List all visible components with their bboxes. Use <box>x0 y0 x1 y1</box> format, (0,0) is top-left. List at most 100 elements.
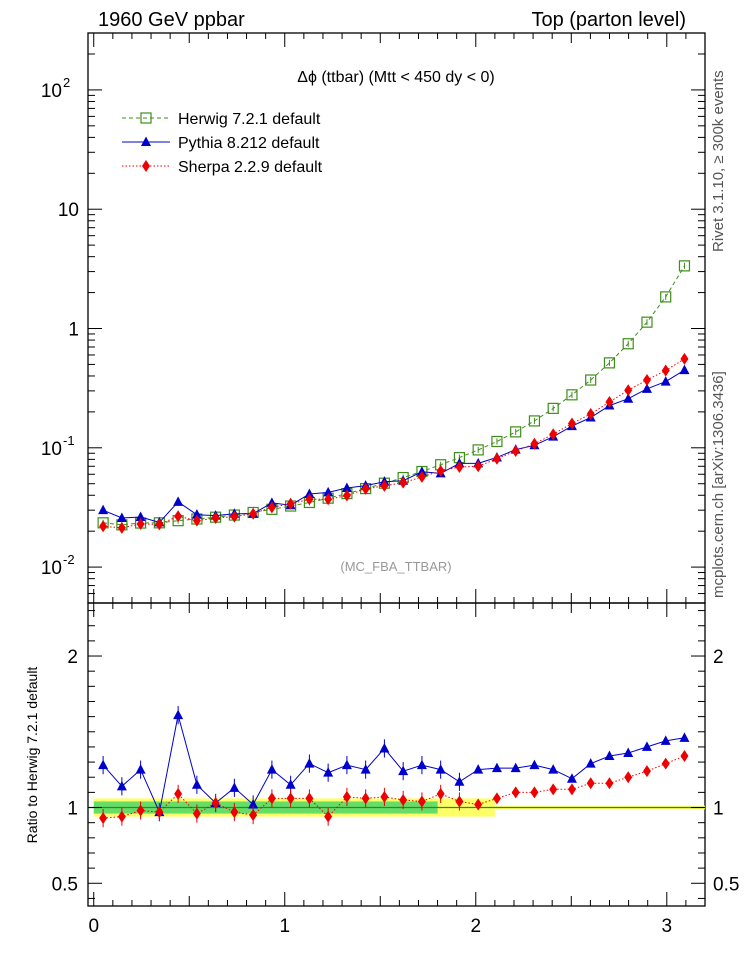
header-left: 1960 GeV ppbar <box>98 9 245 31</box>
data-point <box>249 507 258 520</box>
ratio-point <box>116 780 127 791</box>
ratio-point <box>417 795 426 808</box>
ratio-point <box>399 793 408 806</box>
data-point <box>622 338 634 350</box>
data-point <box>679 364 690 375</box>
ratio-point <box>660 735 671 745</box>
ratio-point <box>492 792 501 805</box>
data-point <box>192 514 201 527</box>
x-tick-label: 3 <box>662 916 673 937</box>
legend-marker <box>142 160 150 172</box>
data-point <box>530 437 539 450</box>
ratio-point <box>211 796 220 809</box>
ratio-point <box>416 759 427 770</box>
data-point <box>623 393 634 403</box>
ratio-point <box>548 764 559 774</box>
data-point <box>286 497 295 510</box>
ratio-point <box>341 759 352 770</box>
ratio-point <box>585 758 596 768</box>
ratio-point <box>530 786 539 799</box>
data-point <box>191 509 202 519</box>
ratio-point <box>474 798 483 811</box>
ratio-point <box>491 762 502 773</box>
data-point <box>491 435 503 448</box>
ratio-point <box>266 764 277 774</box>
x-tick-label: 1 <box>279 916 290 937</box>
data-point <box>660 291 672 303</box>
data-point <box>492 452 501 465</box>
data-point <box>304 488 315 498</box>
ratio-point <box>304 758 315 768</box>
ratio-point <box>642 765 651 778</box>
data-point <box>436 464 445 477</box>
legend-label: Pythia 8.212 default <box>178 135 320 152</box>
ratio-point <box>136 804 145 817</box>
data-point <box>98 504 109 515</box>
ratio-point <box>510 762 521 773</box>
x-tick-label: 2 <box>470 916 481 937</box>
data-point <box>641 383 652 393</box>
data-point <box>603 357 616 369</box>
y-tick-label: 10 <box>58 200 79 221</box>
legend-label: Herwig 7.2.1 default <box>178 111 321 128</box>
ratio-point <box>623 747 634 757</box>
ratio-point <box>305 792 314 805</box>
ratio-point <box>586 777 595 790</box>
ratio-y-tick-label: 2 <box>67 647 78 668</box>
data-point <box>417 470 426 483</box>
ratio-point <box>680 750 689 763</box>
ratio-point <box>454 776 465 786</box>
data-point <box>472 444 484 456</box>
data-point <box>211 511 220 524</box>
ratio-point <box>229 782 240 792</box>
main-plot-panel: Δϕ (ttbar) (Mtt < 450 dy < 0) (MC_FBA_TT… <box>41 32 706 604</box>
data-point <box>641 316 653 328</box>
ratio-series-sherpa <box>99 750 689 828</box>
data-point <box>510 426 522 438</box>
ratio-point <box>379 742 390 753</box>
data-point <box>586 408 595 421</box>
data-point <box>605 396 614 409</box>
series-line <box>103 265 685 526</box>
ratio-point <box>605 777 614 790</box>
data-point <box>511 445 520 458</box>
ratio-point <box>566 773 577 783</box>
data-point <box>380 479 389 492</box>
ratio-point <box>117 810 126 823</box>
ratio-point <box>511 786 520 799</box>
ratio-point <box>679 732 690 742</box>
data-point <box>528 415 541 427</box>
ratio-ylabel: Ratio to Herwig 7.2.1 default <box>24 667 40 844</box>
ratio-point <box>249 809 258 822</box>
plot-title: Δϕ (ttbar) (Mtt < 450 dy < 0) <box>297 69 495 86</box>
legend-label: Sherpa 2.2.9 default <box>178 159 323 176</box>
y-tick-label: 10 <box>41 558 62 579</box>
data-point <box>661 364 670 377</box>
mcplots-label: mcplots.cern.ch [arXiv:1306.3436] <box>710 371 727 598</box>
data-point <box>155 518 164 531</box>
data-point <box>660 376 671 386</box>
series-herwig <box>97 260 691 531</box>
legend: Herwig 7.2.1 default Pythia 8.212 default… <box>122 111 323 176</box>
ratio-point <box>549 783 558 796</box>
ratio-point <box>267 792 276 805</box>
header-right: Top (parton level) <box>531 9 686 31</box>
ratio-y-tick-label-right: 2 <box>713 647 724 668</box>
ratio-point <box>191 779 202 789</box>
data-point <box>99 520 108 533</box>
ratio-y-tick-label-right: 0.5 <box>713 874 739 895</box>
y-tick-label-exponent: -1 <box>63 433 75 448</box>
ratio-point <box>436 787 445 800</box>
data-point <box>135 511 146 521</box>
ratio-point <box>98 759 109 770</box>
ratio-point <box>455 795 464 808</box>
ratio-point <box>135 764 146 774</box>
ratio-line <box>102 714 685 814</box>
legend-marker <box>140 112 152 124</box>
ratio-point <box>230 806 239 819</box>
ratio-point <box>286 792 295 805</box>
ratio-point <box>324 810 333 823</box>
ratio-point <box>361 792 370 805</box>
ratio-point <box>604 750 615 761</box>
ratio-point <box>641 741 652 751</box>
